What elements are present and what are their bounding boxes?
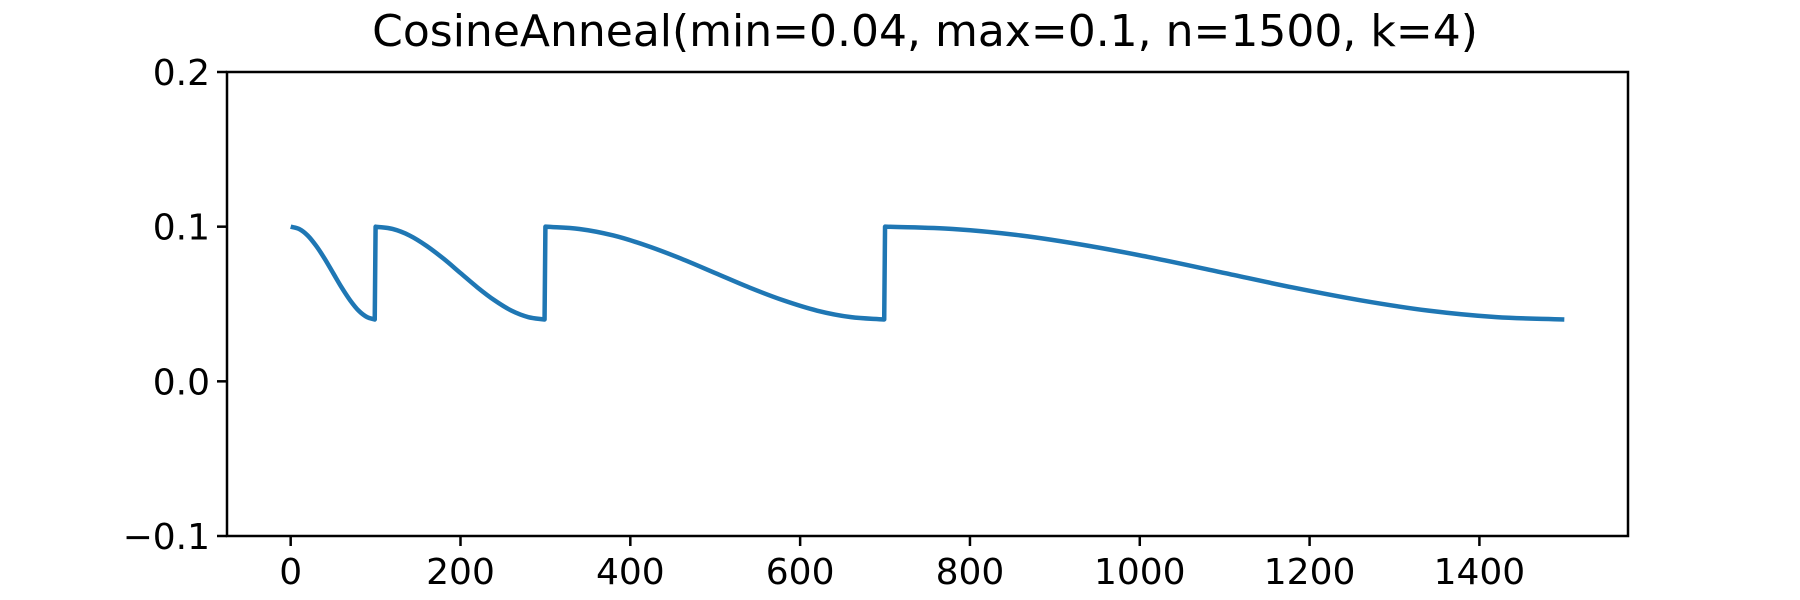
plot-frame <box>225 70 1630 538</box>
chart-title: CosineAnneal(min=0.04, max=0.1, n=1500, … <box>372 6 1478 57</box>
ticks-layer: 0 200 400 600 800 1000 1200 1400 −0.1 0.0 0.1 0.2 <box>123 53 1526 593</box>
x-tick-label: 1000 <box>1094 552 1186 593</box>
x-tick-label: 1200 <box>1264 552 1356 593</box>
y-tick-label: 0.2 <box>153 53 210 94</box>
y-tick-label: −0.1 <box>123 517 210 558</box>
x-tick-label: 0 <box>279 552 302 593</box>
series-layer <box>290 224 1565 322</box>
x-tick-label: 400 <box>596 552 665 593</box>
series-line <box>290 224 1565 322</box>
y-tick-label: 0.1 <box>153 208 210 249</box>
y-tick-label: 0.0 <box>153 362 210 403</box>
x-tick-label: 800 <box>936 552 1005 593</box>
x-tick-label: 200 <box>426 552 495 593</box>
x-tick-label: 1400 <box>1434 552 1526 593</box>
x-tick-label: 600 <box>766 552 835 593</box>
